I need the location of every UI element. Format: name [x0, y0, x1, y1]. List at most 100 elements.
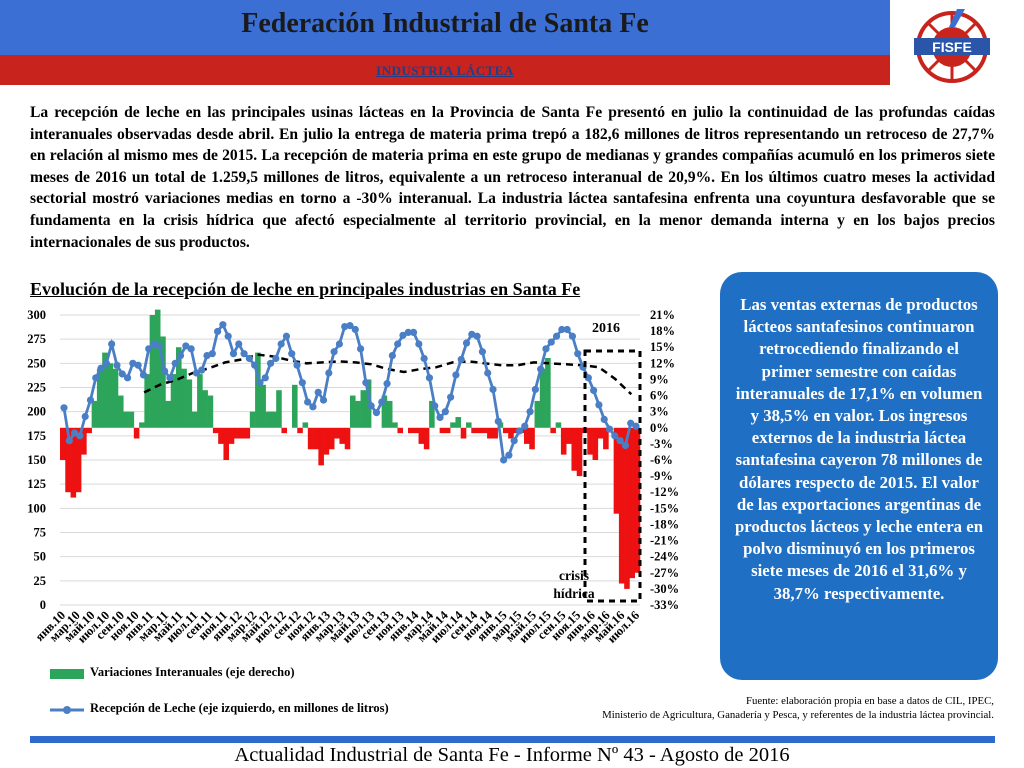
bar [334, 427, 340, 439]
right-tick-label: -15% [650, 501, 679, 515]
x-axis-labels: янв.10мар.10май.10июл.10сен.10ноя.10янв.… [33, 608, 643, 646]
bar [91, 400, 98, 428]
bar [265, 411, 272, 428]
data-point [192, 369, 201, 377]
data-point [505, 451, 513, 459]
intro-paragraph: La recepción de leche en las principales… [30, 104, 995, 251]
data-point [325, 369, 333, 377]
bar [176, 347, 182, 428]
data-point [346, 322, 354, 330]
left-tick-label: 50 [34, 550, 47, 564]
left-tick-label: 225 [27, 381, 46, 395]
crisis-label-line: hídrica [553, 586, 595, 601]
data-point [436, 413, 444, 422]
data-point [229, 350, 238, 358]
bar [524, 427, 530, 444]
bar [613, 427, 620, 514]
bar [634, 427, 641, 573]
data-point [462, 339, 471, 347]
bar [107, 363, 114, 428]
data-point [81, 412, 89, 421]
data-point [552, 332, 561, 340]
bar [592, 427, 599, 460]
left-tick-label: 250 [27, 356, 46, 370]
data-point [161, 367, 169, 375]
bar [350, 395, 356, 428]
data-point [108, 340, 116, 348]
page-subtitle: INDUSTRIA LÁCTEA [376, 63, 514, 78]
bar [344, 427, 351, 450]
data-point [431, 402, 439, 410]
data-point [86, 396, 95, 404]
data-point [547, 338, 555, 346]
data-point [272, 354, 280, 363]
chart: 0 25 50 75 100 125 150 175 200 225 250 275 300 21% 18… [27, 308, 679, 646]
right-tick-label: 9% [650, 372, 669, 386]
data-point [139, 371, 148, 379]
header-bar [0, 0, 890, 55]
data-point [245, 354, 253, 363]
left-tick-label: 300 [27, 308, 46, 322]
data-point [632, 422, 640, 430]
data-point [70, 429, 79, 437]
data-point [420, 354, 428, 363]
data-point [457, 355, 465, 364]
source-line-1: Fuente: elaboración propia en base a dat… [746, 695, 994, 707]
data-point [182, 342, 190, 350]
right-tick-label: 12% [650, 356, 675, 370]
data-point [298, 379, 306, 387]
footer-text: Actualidad Industrial de Santa Fe - Info… [234, 744, 790, 766]
page-title: Federación Industrial de Santa Fe [241, 8, 649, 39]
fisfe-logo: FISFE [914, 9, 990, 83]
right-tick-label: 15% [650, 340, 675, 354]
bar [555, 422, 562, 428]
data-point [595, 401, 603, 409]
bar [302, 422, 309, 428]
bar [139, 422, 145, 428]
bar [244, 427, 251, 439]
bar [191, 411, 198, 428]
bar [60, 427, 66, 460]
bar [497, 422, 504, 428]
data-point [235, 340, 243, 348]
bar [466, 422, 472, 428]
bar [228, 427, 235, 444]
data-point [330, 348, 338, 356]
right-tick-label: 3% [650, 405, 669, 419]
data-point [409, 328, 418, 336]
data-point [335, 340, 344, 348]
bar [181, 368, 187, 428]
data-point [309, 403, 317, 411]
data-point [277, 340, 285, 348]
data-point [378, 398, 386, 406]
right-axis-ticks: 21% 18% 15% 12% 9% 6% 3% 0% -3% -6% -9% -12% -15% -18… [650, 308, 679, 612]
header-red-band [0, 55, 890, 85]
data-point [425, 374, 434, 382]
data-point [187, 345, 195, 353]
data-point [367, 402, 375, 410]
data-point [372, 409, 381, 417]
data-point [510, 437, 518, 445]
data-point [362, 379, 370, 387]
exports-info-text: Las ventas externas de productos lácteos… [734, 295, 984, 603]
data-point [266, 359, 275, 367]
bar [149, 315, 156, 428]
data-point [473, 332, 481, 340]
year-2016-label: 2016 [592, 321, 620, 336]
bar [455, 417, 462, 428]
bar [328, 427, 335, 450]
data-point [542, 345, 550, 353]
bar [597, 427, 604, 439]
data-point [166, 374, 174, 382]
bar [249, 411, 256, 428]
data-point [611, 432, 619, 440]
bar [439, 427, 446, 434]
right-tick-label: -21% [650, 534, 679, 548]
bar [418, 427, 425, 444]
bar [297, 427, 303, 434]
data-point [494, 417, 502, 425]
left-tick-label: 275 [27, 332, 46, 346]
right-tick-label: 21% [650, 308, 675, 322]
bar [160, 336, 166, 428]
bar [323, 427, 330, 455]
